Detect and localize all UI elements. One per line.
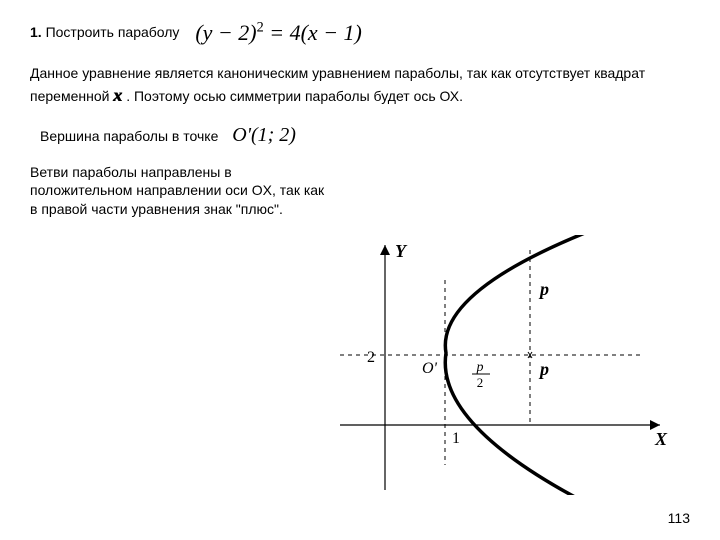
heading-row: 1. Построить параболу (y − 2)2 = 4(x − 1… [30,20,690,46]
parabola-graph: Y X 2 1 O' p 2 p p [340,235,680,495]
p-half-numerator: p [476,360,484,375]
main-equation: (y − 2)2 = 4(x − 1) [195,20,362,45]
paragraph-2: Вершина параболы в точке O'(1; 2) [40,122,690,149]
tick-2-label: 2 [367,349,375,366]
paragraph-1: Данное уравнение является каноническим у… [30,64,690,107]
variable-x-icon: x [113,85,122,105]
o-prime-label: O' [422,360,438,377]
para1-part-b: . Поэтому осью симметрии параболы будет … [126,88,463,104]
y-axis-label: Y [395,241,408,261]
x-axis-label: X [654,429,668,449]
heading-number: 1. [30,24,42,40]
p-top-label: p [538,279,549,299]
parabola-curve [445,235,605,495]
tick-1-label: 1 [452,430,460,447]
page-number: 113 [668,510,690,526]
y-axis-arrow-icon [380,245,390,255]
paragraph-3: Ветви параболы направлены в положительно… [30,163,330,220]
para2-text: Вершина параболы в точке [40,128,218,144]
p-half-denominator: 2 [477,375,484,390]
vertex-formula: O'(1; 2) [232,124,296,146]
p-right-label: p [538,359,549,379]
heading-text: Построить параболу [46,24,180,40]
